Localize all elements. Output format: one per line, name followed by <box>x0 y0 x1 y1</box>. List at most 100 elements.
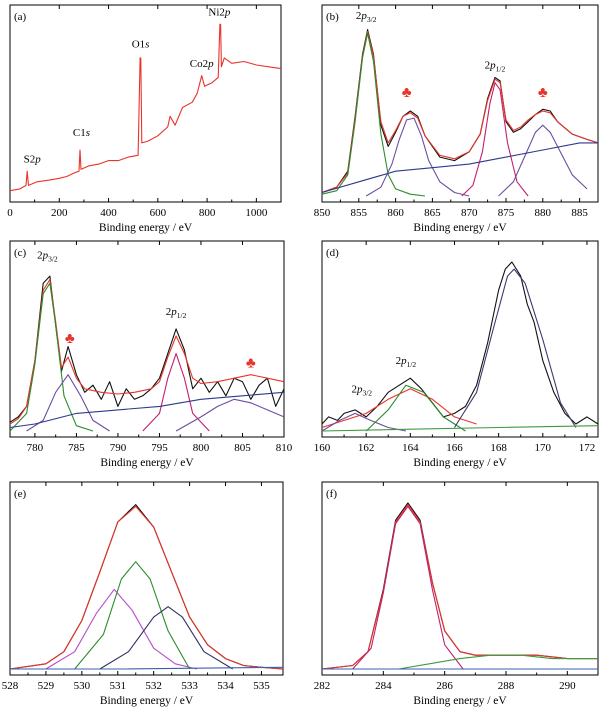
x-tick-label: 533 <box>181 680 198 692</box>
peak-annotation: Co2p <box>190 58 214 70</box>
plot-frame <box>9 240 285 438</box>
satellite-marker: ♣ <box>538 85 548 101</box>
x-tick-label: 168 <box>490 442 507 454</box>
series-line-1 <box>9 275 285 423</box>
satellite-marker: ♣ <box>402 85 412 101</box>
panel-3: 780 785 790 795 800 805 810 Binding energy / eV… <box>9 240 293 469</box>
x-tick-label: 170 <box>535 442 552 454</box>
x-axis-label: Binding energy / eV <box>413 695 507 707</box>
series-line-5 <box>454 268 577 428</box>
x-tick-label: 850 <box>314 207 331 219</box>
series-line-3 <box>321 32 426 197</box>
series-line-1 <box>9 23 282 192</box>
series-line-2 <box>9 505 284 670</box>
x-tick-label: 780 <box>27 442 44 454</box>
x-tick-label: 528 <box>2 680 19 692</box>
plot-frame <box>9 4 282 203</box>
panel-label: (c) <box>14 247 27 259</box>
series-line-4 <box>26 374 110 432</box>
panel-1: 0 200 400 600 800 1000 Binding energy / eV (a) S… <box>7 4 282 234</box>
panel-label: (b) <box>326 11 339 23</box>
series-line-6 <box>10 666 284 670</box>
x-tick-label: 290 <box>559 680 576 692</box>
x-tick-label: 875 <box>498 207 515 219</box>
series-line-3 <box>352 505 464 670</box>
x-tick-label: 790 <box>110 442 127 454</box>
series-line-3 <box>45 588 197 670</box>
x-tick-label: 870 <box>461 207 478 219</box>
x-tick-label: 535 <box>253 680 270 692</box>
peak-annotation: C1s <box>73 127 90 139</box>
peak-annotation: O1s <box>132 38 150 50</box>
x-axis-label: Binding energy / eV <box>413 222 507 234</box>
panel-6: 282 284 286 288 290 Binding energy / eV (f) <box>314 481 599 707</box>
series-line-7 <box>9 391 285 429</box>
x-tick-label: 164 <box>402 442 419 454</box>
x-axis-label: Binding energy / eV <box>413 457 507 469</box>
x-tick-label: 534 <box>217 680 234 692</box>
x-tick-label: 532 <box>145 680 162 692</box>
x-tick-label: 288 <box>498 680 515 692</box>
x-tick-label: 282 <box>314 680 331 692</box>
series-line-2 <box>9 279 285 425</box>
orbital-label: 2p3/2 <box>351 383 372 397</box>
series-line-4 <box>365 117 470 197</box>
x-tick-label: 284 <box>375 680 392 692</box>
x-tick-label: 800 <box>199 207 216 219</box>
x-tick-label: 0 <box>7 207 13 219</box>
x-tick-label: 160 <box>314 442 331 454</box>
series-line-1 <box>9 504 284 670</box>
plot-frame <box>321 240 599 438</box>
x-axis-label: Binding energy / eV <box>100 457 194 469</box>
orbital-label: 2p1/2 <box>166 306 187 320</box>
x-axis-label: Binding energy / eV <box>99 222 193 234</box>
plot-frame <box>321 4 599 203</box>
x-axis-label: Binding energy / eV <box>100 695 194 707</box>
panel-label: (e) <box>14 488 27 500</box>
panel-4: 160 162 164 166 168 170 172 Binding energy / eV… <box>314 240 599 469</box>
orbital-label: 2p1/2 <box>396 355 417 369</box>
series-line-5 <box>99 606 233 670</box>
x-tick-label: 529 <box>38 680 55 692</box>
peak-annotation: S2p <box>24 153 42 165</box>
series-line-3 <box>321 412 407 432</box>
series-line-4 <box>398 654 598 670</box>
series-line-5 <box>461 82 529 197</box>
series-line-7 <box>321 142 598 194</box>
plot-frame <box>9 481 284 676</box>
x-tick-label: 810 <box>276 442 293 454</box>
x-tick-label: 400 <box>100 207 117 219</box>
panel-label: (f) <box>326 488 337 500</box>
x-tick-label: 795 <box>151 442 168 454</box>
x-tick-label: 166 <box>446 442 463 454</box>
x-tick-label: 880 <box>535 207 552 219</box>
panel-label: (d) <box>326 247 339 259</box>
series-line-1 <box>321 502 598 670</box>
x-tick-label: 885 <box>571 207 588 219</box>
peak-annotation: Ni2p <box>208 6 231 18</box>
series-line-4 <box>74 561 191 670</box>
series-line-3 <box>9 282 94 432</box>
x-tick-label: 1000 <box>245 207 268 219</box>
x-tick-label: 805 <box>234 442 251 454</box>
series-line-6 <box>498 124 588 197</box>
x-tick-label: 865 <box>424 207 441 219</box>
satellite-marker: ♣ <box>65 331 75 347</box>
panel-2: 850 855 860 865 870 875 880 885 Binding energy /… <box>314 4 599 234</box>
series-line-2 <box>321 504 598 670</box>
series-line-6 <box>321 425 599 432</box>
x-tick-label: 531 <box>110 680 127 692</box>
x-tick-label: 200 <box>51 207 68 219</box>
x-tick-label: 162 <box>358 442 375 454</box>
x-tick-label: 855 <box>351 207 368 219</box>
x-tick-label: 172 <box>579 442 596 454</box>
panel-5: 528 529 530 531 532 533 534 535 Binding energy /… <box>2 481 284 707</box>
series-line-1 <box>321 261 599 425</box>
x-tick-label: 785 <box>68 442 85 454</box>
x-tick-label: 600 <box>150 207 167 219</box>
orbital-label: 2p3/2 <box>37 250 58 264</box>
x-tick-label: 286 <box>436 680 453 692</box>
series-line-5 <box>142 353 210 432</box>
x-tick-label: 800 <box>193 442 210 454</box>
series-line-6 <box>175 398 285 432</box>
